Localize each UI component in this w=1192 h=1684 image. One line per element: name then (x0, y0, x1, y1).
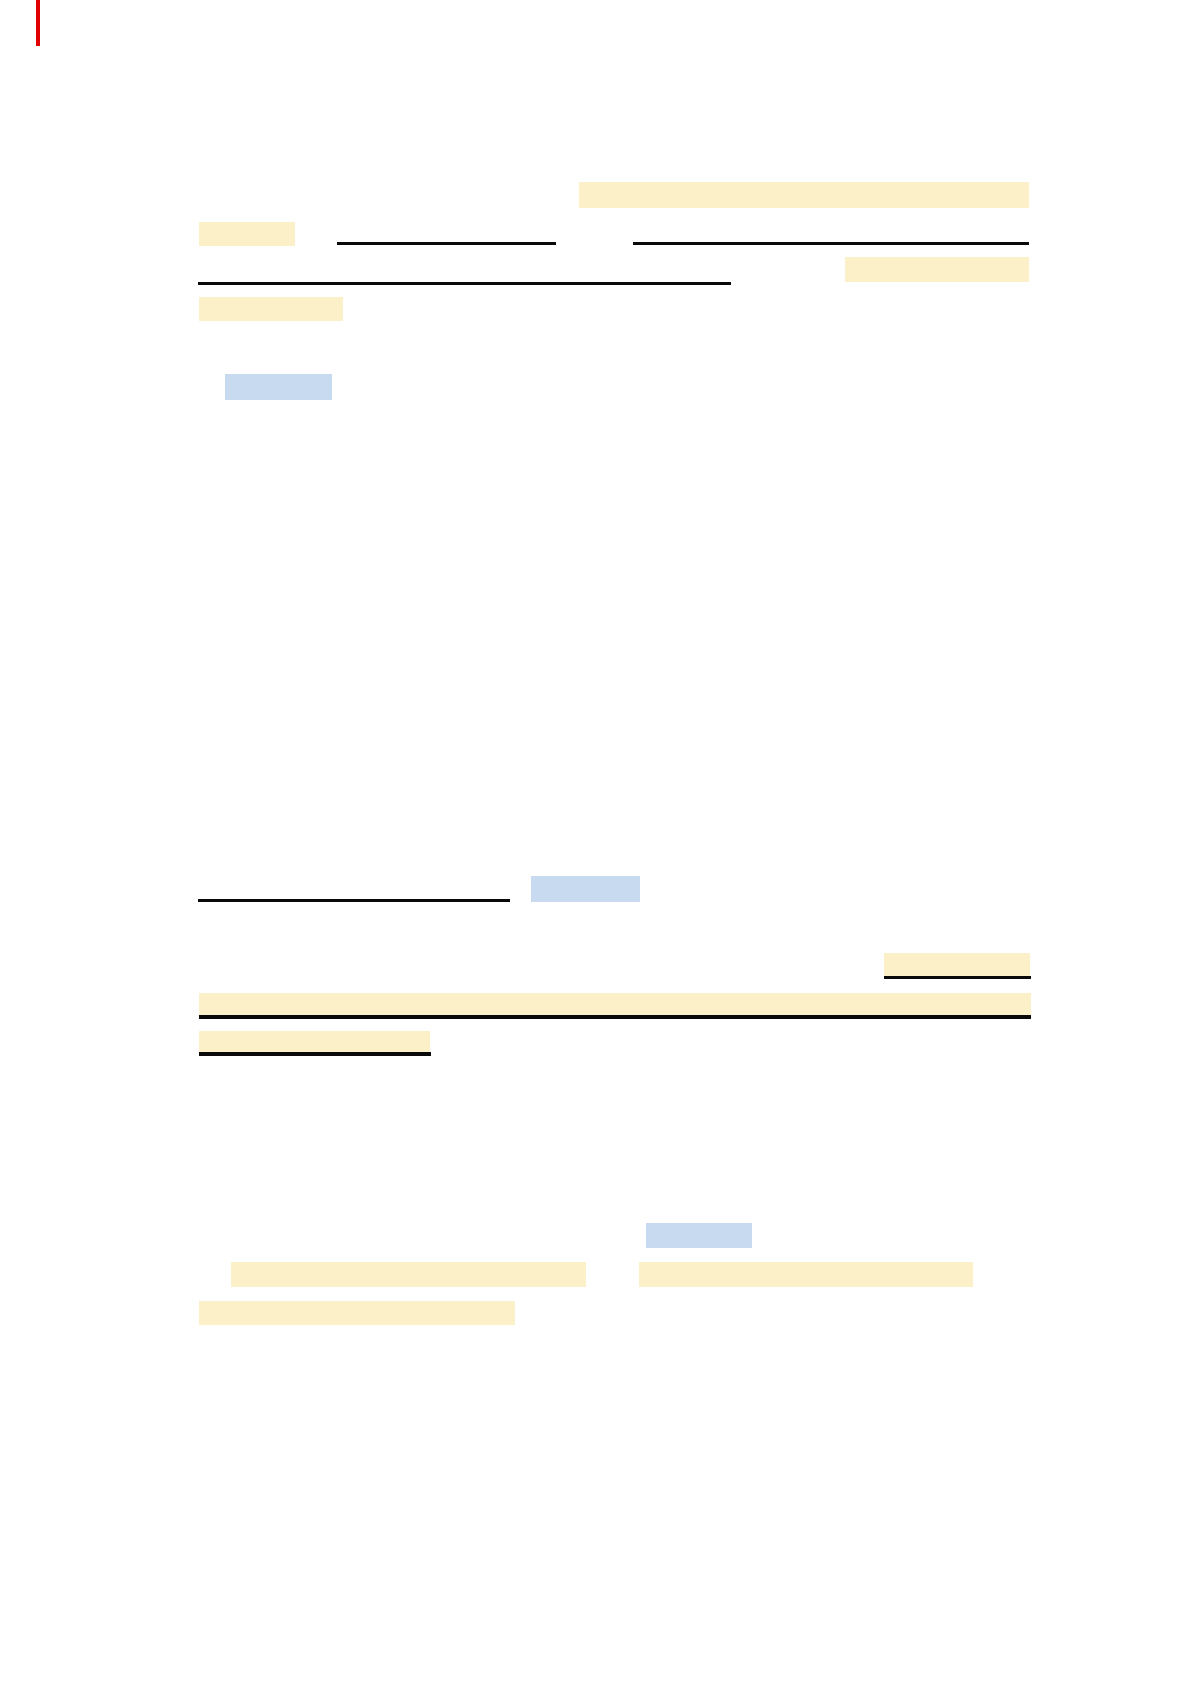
highlight-yellow (199, 297, 343, 321)
highlight-yellow (579, 182, 1029, 208)
underline-rule (633, 242, 1029, 245)
highlight-blue (646, 1223, 752, 1248)
underline-rule (199, 1052, 431, 1056)
highlight-yellow (199, 1301, 515, 1325)
underline-rule (198, 899, 510, 902)
revision-bar (36, 0, 40, 46)
highlight-yellow (884, 953, 1030, 976)
highlight-yellow (199, 222, 295, 246)
highlight-yellow (639, 1262, 973, 1287)
underline-rule (198, 282, 731, 285)
underline-rule (884, 976, 1031, 979)
underline-rule (337, 242, 556, 245)
highlight-yellow (845, 257, 1029, 282)
highlight-yellow (199, 1031, 430, 1052)
underline-rule (199, 1015, 1031, 1019)
highlight-blue (531, 876, 640, 902)
highlight-yellow (231, 1262, 586, 1287)
highlight-yellow (199, 993, 1031, 1015)
highlight-blue (225, 374, 332, 400)
